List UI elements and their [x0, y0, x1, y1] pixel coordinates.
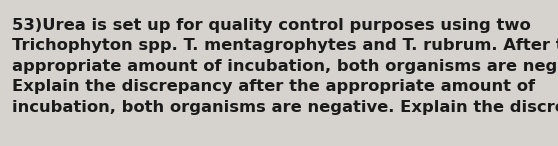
Text: 53)Urea is set up for quality control purposes using two
Trichophyton spp. T. me: 53)Urea is set up for quality control pu… [12, 18, 558, 115]
